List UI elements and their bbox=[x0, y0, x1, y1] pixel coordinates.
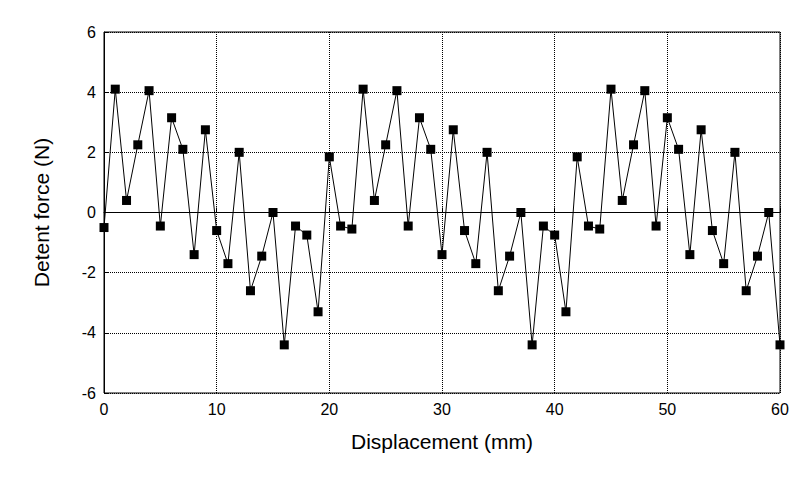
svg-text:30: 30 bbox=[433, 401, 451, 418]
svg-text:0: 0 bbox=[87, 204, 96, 221]
svg-text:60: 60 bbox=[771, 401, 789, 418]
svg-text:10: 10 bbox=[208, 401, 226, 418]
svg-text:-2: -2 bbox=[82, 264, 96, 281]
svg-text:Displacement (mm): Displacement (mm) bbox=[351, 430, 533, 453]
svg-text:20: 20 bbox=[320, 401, 338, 418]
svg-text:-6: -6 bbox=[82, 385, 96, 402]
svg-text:-4: -4 bbox=[82, 324, 96, 341]
svg-text:4: 4 bbox=[87, 84, 96, 101]
svg-text:0: 0 bbox=[100, 401, 109, 418]
svg-text:2: 2 bbox=[87, 144, 96, 161]
svg-text:50: 50 bbox=[658, 401, 676, 418]
svg-text:6: 6 bbox=[87, 24, 96, 41]
svg-text:40: 40 bbox=[546, 401, 564, 418]
svg-text:Detent force (N): Detent force (N) bbox=[30, 138, 53, 287]
